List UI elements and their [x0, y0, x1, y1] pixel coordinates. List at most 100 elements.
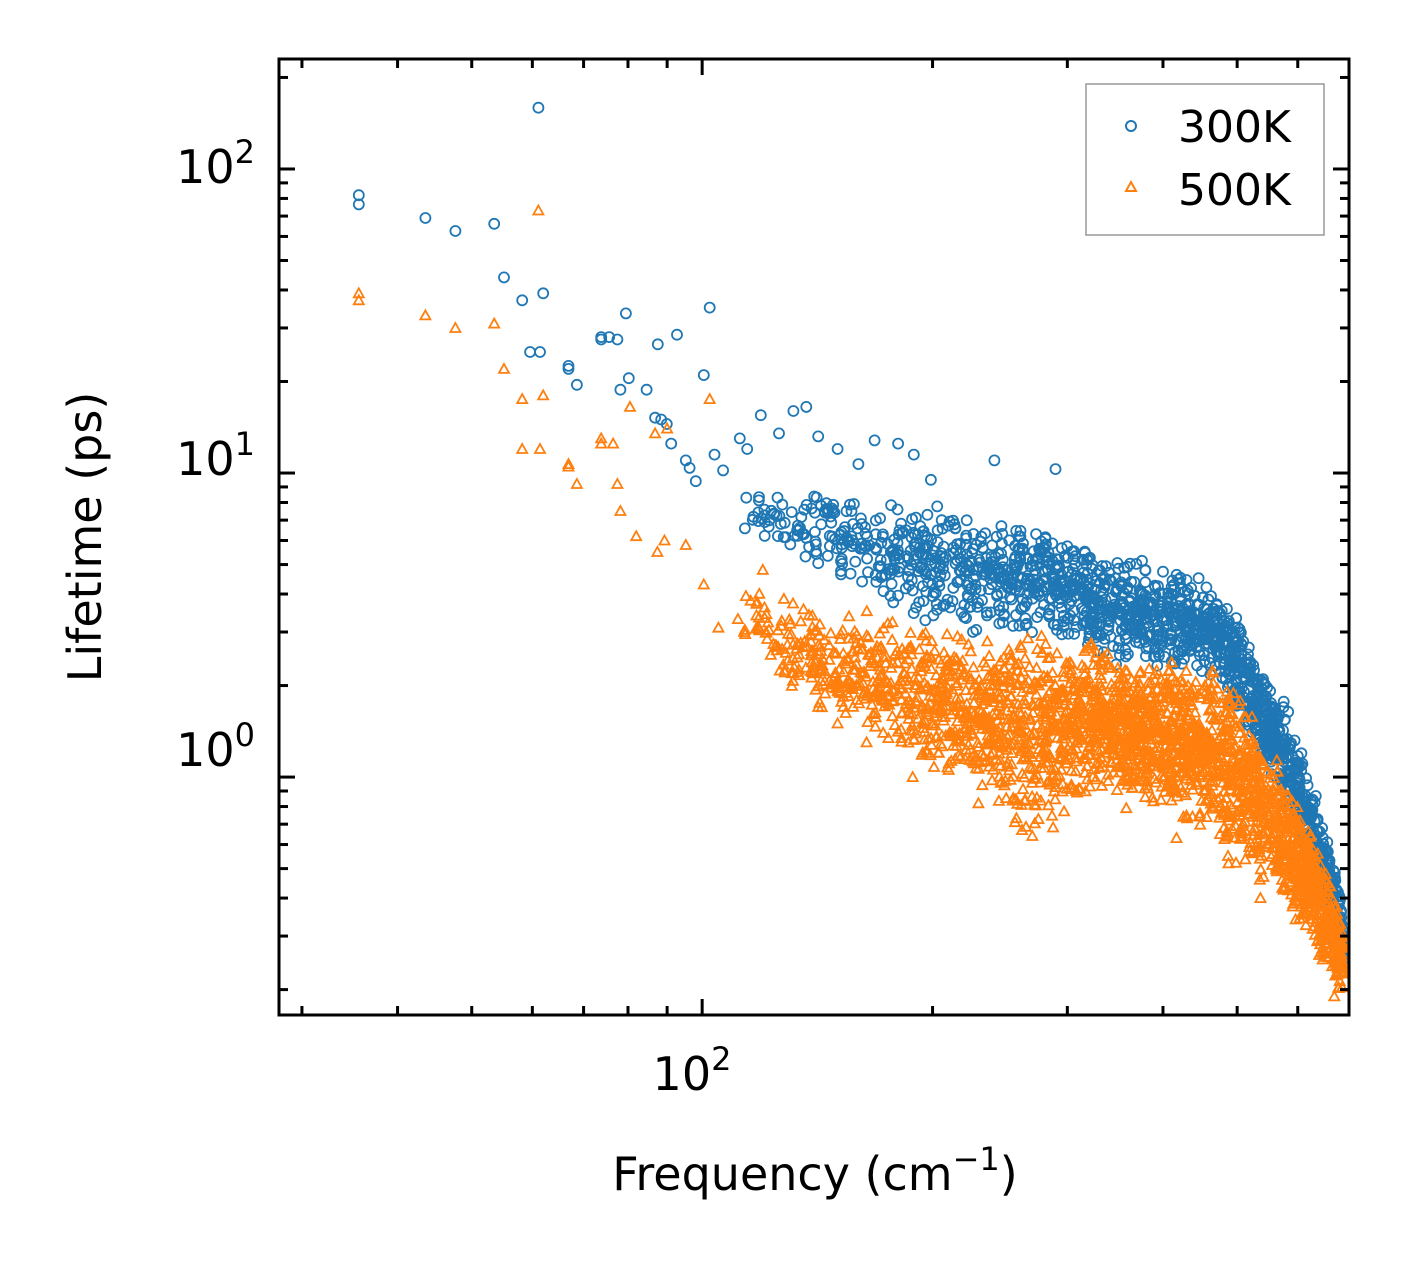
point-500k-1697 [1113, 665, 1127, 678]
point-300k-1516 [887, 543, 900, 556]
point-500k-1896 [908, 678, 922, 690]
point-300k-893 [1178, 652, 1190, 665]
point-300k-1486 [1061, 540, 1074, 553]
point-500k-2117 [1014, 742, 1028, 754]
point-500k-1951 [1108, 680, 1122, 693]
point-500k-1871 [1056, 665, 1070, 677]
point-500k-2069 [1047, 719, 1061, 732]
point-300k-1634 [848, 498, 860, 510]
point-300k-1685 [902, 552, 914, 565]
point-500k-2096 [1059, 693, 1074, 706]
point-500k-747 [1275, 881, 1289, 893]
point-500k-2094 [1088, 650, 1102, 663]
point-500k-1604 [1095, 683, 1109, 696]
point-500k-1651 [792, 647, 806, 660]
point-300k-1633 [949, 522, 962, 534]
point-300k-482 [1277, 695, 1290, 708]
point-500k-1340 [1213, 827, 1227, 839]
point-500k-936 [944, 754, 958, 766]
point-500k-80 [837, 665, 851, 677]
point-300k-1672 [955, 565, 967, 577]
point-500k-668 [902, 712, 916, 724]
point-300k-1660 [1229, 659, 1242, 672]
point-500k-962 [1205, 723, 1219, 736]
point-300k-1701 [352, 198, 365, 211]
point-500k-245 [1035, 629, 1049, 641]
point-500k-1432 [854, 642, 869, 655]
point-300k-1035 [1068, 627, 1081, 640]
point-500k-2163 [940, 652, 954, 664]
point-300k-938 [1102, 624, 1115, 636]
point-300k-1668 [1147, 605, 1160, 617]
point-500k-2137 [846, 631, 860, 644]
point-500k-2119 [1046, 820, 1060, 833]
point-500k-603 [885, 709, 899, 722]
point-500k-1528 [986, 745, 1000, 758]
data-points [352, 101, 1351, 1002]
point-300k-1391 [1168, 583, 1180, 596]
point-300k-1552 [1288, 781, 1301, 794]
point-300k-1686 [1250, 692, 1262, 704]
point-300k-1614 [960, 548, 973, 561]
point-300k-1561 [1269, 733, 1281, 746]
point-300k-582 [844, 498, 856, 511]
point-500k-635 [1039, 637, 1053, 649]
point-500k-1699 [969, 761, 983, 774]
point-300k-1694 [1054, 567, 1067, 580]
point-300k-1538 [1076, 602, 1088, 615]
point-500k-1316 [1082, 738, 1096, 751]
point-300k-383 [887, 596, 900, 609]
point-300k-1206 [1081, 553, 1093, 566]
point-300k-1644 [1094, 618, 1106, 631]
point-300k-1106 [881, 553, 893, 566]
point-500k-1932 [1260, 793, 1274, 806]
point-300k-1682 [1084, 590, 1097, 602]
point-500k-73 [1094, 678, 1108, 691]
point-300k-1755 [1273, 709, 1286, 721]
point-300k-1731 [697, 369, 710, 382]
point-500k-1444 [924, 649, 938, 662]
point-500k-1061 [782, 612, 796, 625]
point-300k-1729 [683, 461, 696, 474]
point-500k-2146 [817, 633, 831, 645]
point-500k-1942 [1035, 645, 1049, 658]
point-500k-2126 [1253, 872, 1267, 885]
point-300k-850 [1124, 557, 1136, 570]
point-300k-1665 [1244, 656, 1257, 668]
point-500k-1955 [824, 626, 838, 639]
point-500k-2039 [868, 685, 882, 698]
point-300k-1601 [1114, 614, 1127, 627]
point-300k-1572 [1123, 609, 1135, 622]
point-300k-1723 [651, 338, 664, 351]
point-500k-1190 [947, 699, 961, 712]
point-500k-155 [905, 707, 919, 720]
point-500k-1608 [1192, 716, 1206, 729]
point-500k-1735 [869, 643, 884, 655]
point-500k-1498 [1050, 769, 1064, 782]
point-300k-1506 [812, 557, 825, 570]
point-500k-581 [1164, 784, 1178, 797]
point-500k-1262 [1021, 631, 1035, 644]
point-300k-1490 [1113, 634, 1126, 647]
point-500k-1798 [1034, 761, 1048, 773]
point-300k-1641 [922, 576, 934, 588]
point-500k-2123 [1135, 701, 1149, 713]
point-500k-1941 [1279, 810, 1293, 822]
point-300k-1667 [992, 567, 1005, 579]
point-500k-2121 [1180, 742, 1194, 755]
point-500k-1166 [939, 728, 953, 741]
point-300k-1640 [963, 583, 976, 595]
point-300k-1526 [891, 547, 903, 559]
point-300k-1624 [891, 503, 904, 516]
point-300k-1342 [927, 609, 940, 622]
point-300k-84 [1055, 542, 1068, 555]
point-500k-2080 [1014, 671, 1028, 684]
point-300k-1596 [979, 568, 992, 581]
point-500k-1161 [839, 706, 853, 718]
point-500k-1927 [1061, 657, 1075, 670]
point-500k-359 [1048, 677, 1062, 690]
point-500k-708 [979, 659, 993, 672]
point-500k-1593 [971, 736, 985, 748]
point-500k-1574 [1018, 651, 1032, 664]
point-300k-1236 [980, 606, 993, 619]
